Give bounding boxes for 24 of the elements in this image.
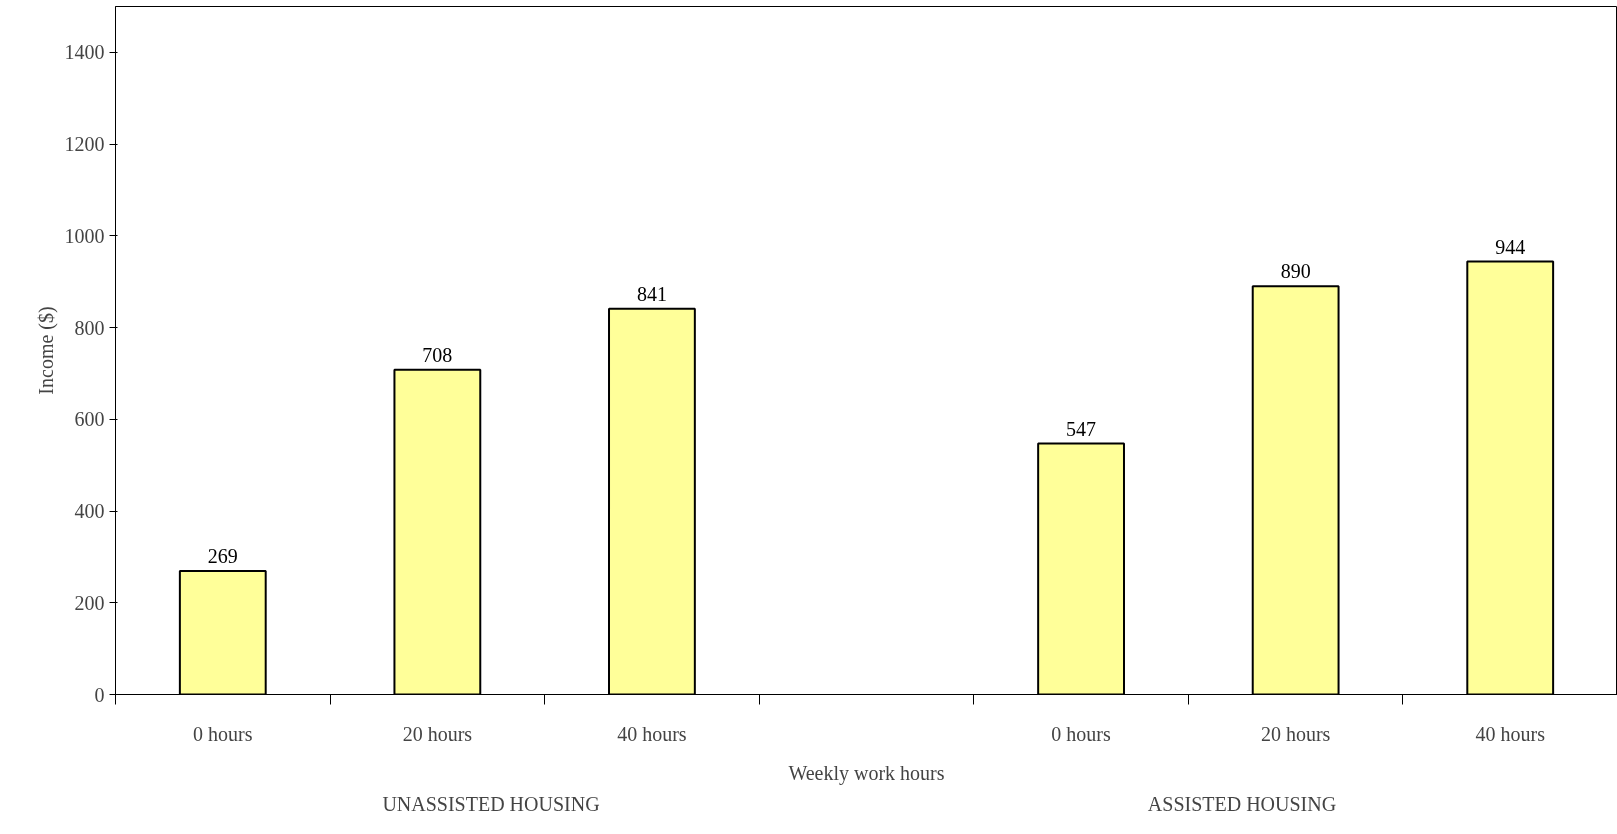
y-tick-label: 600 <box>74 408 105 431</box>
y-axis-title: Income ($) <box>34 306 58 395</box>
data-label: 708 <box>422 343 453 366</box>
x-tick-label: 20 hours <box>1260 722 1331 745</box>
y-tick-label: 1400 <box>64 41 105 64</box>
x-tick-label: 0 hours <box>193 722 253 745</box>
x-tick-label: 40 hours <box>617 722 687 745</box>
x-axis-title: Weekly work hours <box>788 761 945 785</box>
y-tick-label: 800 <box>74 316 105 339</box>
y-tick-label: 200 <box>74 591 105 614</box>
y-tick-label: 0 <box>94 683 105 706</box>
y-tick-label: 400 <box>74 500 105 523</box>
data-label: 269 <box>207 545 238 568</box>
data-label: 944 <box>1495 235 1526 258</box>
data-label: 890 <box>1280 260 1311 283</box>
x-tick-label: 20 hours <box>402 722 473 745</box>
x-tick-label: 0 hours <box>1051 722 1112 745</box>
data-label: 547 <box>1066 417 1097 440</box>
text: ASSISTED HOUSING <box>1147 792 1337 815</box>
y-tick-label: 1000 <box>64 224 105 247</box>
data-label: 841 <box>636 282 667 305</box>
y-tick-label: 1200 <box>64 133 105 156</box>
text: UNASSISTED HOUSING <box>382 792 600 815</box>
x-tick-label: 40 hours <box>1475 722 1546 745</box>
